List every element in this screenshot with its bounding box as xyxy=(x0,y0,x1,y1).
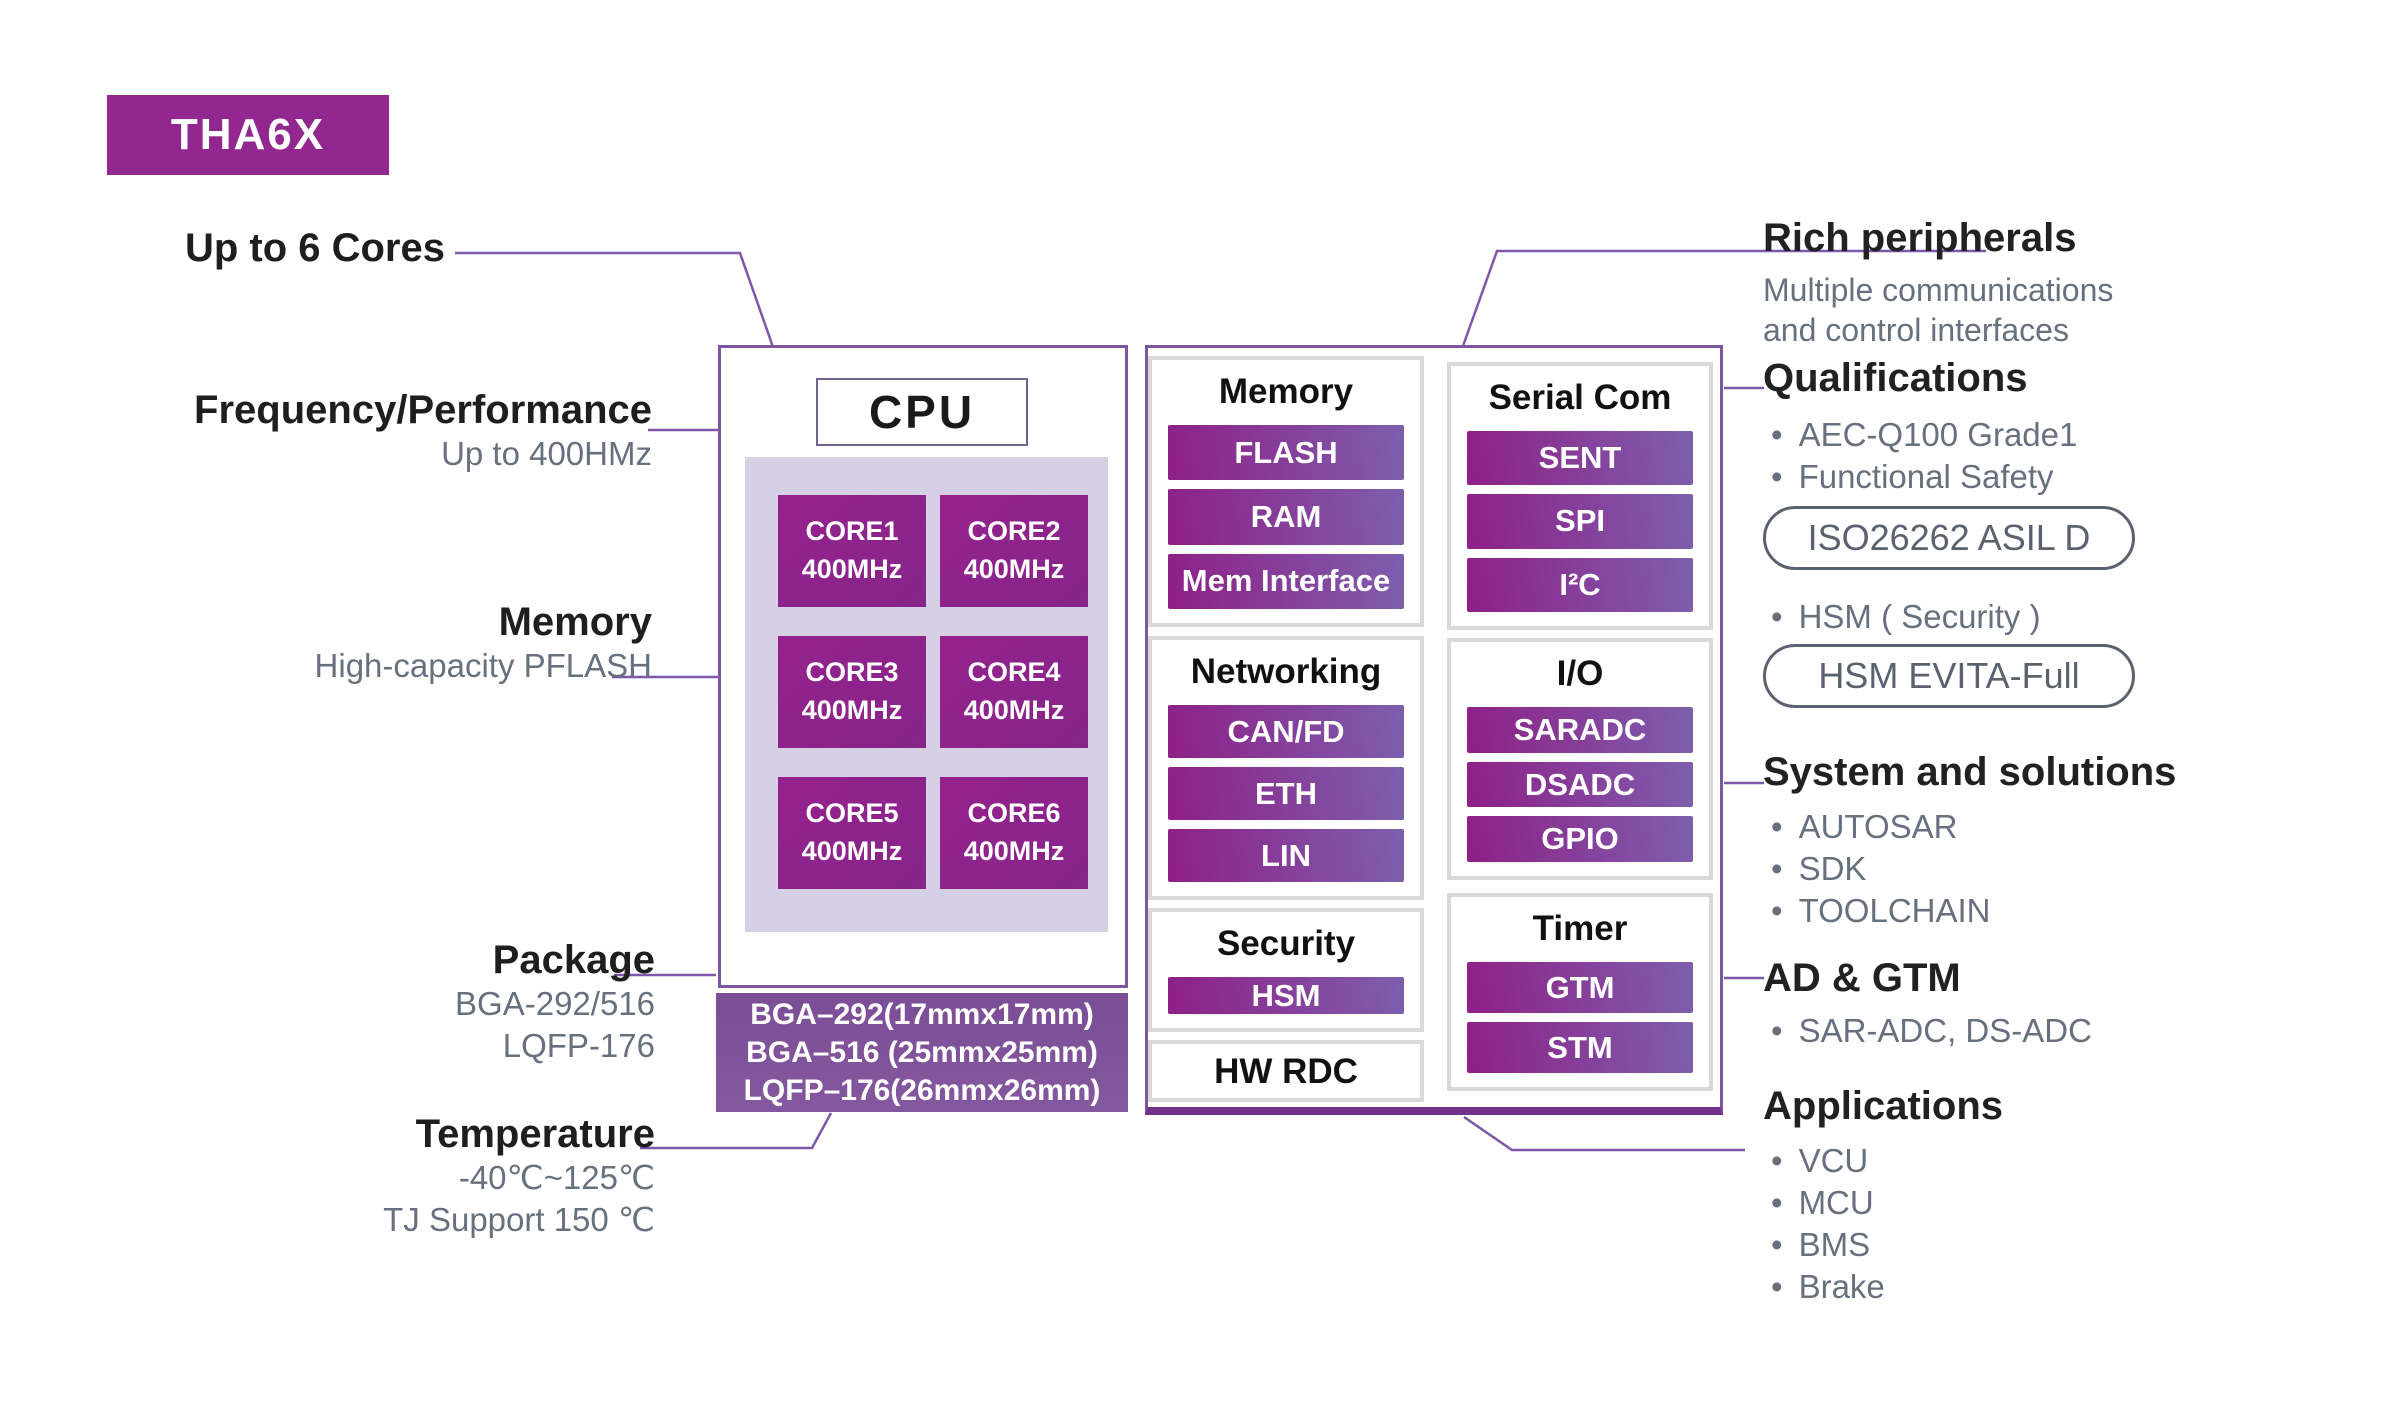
system-item: AUTOSAR xyxy=(1763,806,2176,848)
core6-name: CORE6 xyxy=(967,798,1061,829)
spi-pill: SPI xyxy=(1467,494,1693,549)
core4-name: CORE4 xyxy=(967,657,1061,688)
i2c-pill: I²C xyxy=(1467,557,1693,612)
memory-card: Memory FLASH RAM Mem Interface xyxy=(1148,356,1424,627)
label-temperature: Temperature -40℃~125℃ TJ Support 150 ℃ xyxy=(383,1112,655,1241)
hw-rdc-card: HW RDC xyxy=(1148,1040,1424,1102)
dsadc-pill: DSADC xyxy=(1467,761,1693,808)
connector-cores xyxy=(455,251,775,348)
security-card-title: Security xyxy=(1216,924,1356,963)
package-line-1: BGA–292(17mmx17mm) xyxy=(750,997,1094,1031)
package-label-title: Package xyxy=(492,938,655,982)
label-package: Package BGA-292/516 LQFP-176 xyxy=(455,938,655,1067)
hw-rdc-card-title: HW RDC xyxy=(1214,1051,1358,1091)
cores-label-title: Up to 6 Cores xyxy=(184,226,445,270)
section-rich-peripherals: Rich peripherals Multiple communications… xyxy=(1763,216,2113,350)
serial-com-card-title: Serial Com xyxy=(1488,378,1672,417)
ad-gtm-title: AD & GTM xyxy=(1763,956,1961,1000)
section-qualifications: Qualifications AEC-Q100 Grade1 Functiona… xyxy=(1763,356,2135,708)
rich-peripherals-desc1: Multiple communications xyxy=(1763,272,2114,308)
core5-name: CORE5 xyxy=(805,798,899,829)
core2-freq: 400MHz xyxy=(963,554,1065,584)
flash-pill: FLASH xyxy=(1168,425,1404,481)
temperature-label-sub2: TJ Support 150 ℃ xyxy=(383,1200,655,1238)
package-line-2: BGA–516 (25mmx25mm) xyxy=(746,1035,1098,1069)
package-options-box: BGA–292(17mmx17mm) BGA–516 (25mmx25mm) L… xyxy=(716,993,1128,1112)
core2-name: CORE2 xyxy=(967,516,1061,547)
memory-label-title: Memory xyxy=(498,600,652,644)
qualification-item: AEC-Q100 Grade1 xyxy=(1763,414,2135,456)
connector-applications xyxy=(1463,1115,1745,1152)
ram-pill: RAM xyxy=(1168,489,1404,545)
iso26262-pill: ISO26262 ASIL D xyxy=(1763,506,2135,570)
eth-pill: ETH xyxy=(1168,767,1404,820)
system-item: SDK xyxy=(1763,848,2176,890)
section-ad-gtm: AD & GTM SAR-ADC, DS-ADC xyxy=(1763,956,2092,1052)
mem-interface-pill: Mem Interface xyxy=(1168,553,1404,609)
applications-title: Applications xyxy=(1763,1084,2004,1128)
serial-com-card: Serial Com SENT SPI I²C xyxy=(1447,362,1713,630)
rich-peripherals-desc2: and control interfaces xyxy=(1763,312,2069,348)
core1-name: CORE1 xyxy=(805,516,899,547)
connector-temperature xyxy=(640,1112,833,1150)
qualification-item: HSM ( Security ) xyxy=(1763,596,2135,638)
core4-block: CORE4 400MHz xyxy=(940,636,1088,748)
system-item: TOOLCHAIN xyxy=(1763,890,2176,932)
cpu-title: CPU xyxy=(816,378,1028,446)
label-frequency-performance: Frequency/Performance Up to 400HMz xyxy=(194,388,652,475)
core5-freq: 400MHz xyxy=(801,836,903,866)
core6-block: CORE6 400MHz xyxy=(940,777,1088,889)
core3-freq: 400MHz xyxy=(801,695,903,725)
cpu-core-grid: CORE1 400MHz CORE2 400MHz CORE3 400MHz C… xyxy=(745,457,1108,932)
io-card-title: I/O xyxy=(1556,654,1604,693)
qualifications-title: Qualifications xyxy=(1763,356,2028,400)
io-card: I/O SARADC DSADC GPIO xyxy=(1447,638,1713,880)
frequency-label-sub: Up to 400HMz xyxy=(441,434,652,472)
sent-pill: SENT xyxy=(1467,431,1693,486)
package-label-sub1: BGA-292/516 xyxy=(455,984,655,1022)
section-system-solutions: System and solutions AUTOSAR SDK TOOLCHA… xyxy=(1763,750,2176,932)
core4-freq: 400MHz xyxy=(963,695,1065,725)
core1-block: CORE1 400MHz xyxy=(778,495,926,607)
temperature-label-sub1: -40℃~125℃ xyxy=(458,1158,655,1196)
lin-pill: LIN xyxy=(1168,829,1404,882)
core3-block: CORE3 400MHz xyxy=(778,636,926,748)
saradc-pill: SARADC xyxy=(1467,707,1693,753)
package-line-3: LQFP–176(26mmx26mm) xyxy=(743,1073,1101,1107)
package-label-sub2: LQFP-176 xyxy=(502,1026,655,1064)
label-up-to-6-cores: Up to 6 Cores xyxy=(185,226,445,271)
core3-name: CORE3 xyxy=(805,657,899,688)
core1-freq: 400MHz xyxy=(801,554,903,584)
can-fd-pill: CAN/FD xyxy=(1168,705,1404,758)
core5-block: CORE5 400MHz xyxy=(778,777,926,889)
section-applications: Applications VCU MCU BMS Brake xyxy=(1763,1084,2003,1308)
core2-block: CORE2 400MHz xyxy=(940,495,1088,607)
frequency-label-title: Frequency/Performance xyxy=(194,388,652,432)
core6-freq: 400MHz xyxy=(963,836,1065,866)
security-card: Security HSM xyxy=(1148,908,1424,1032)
ad-gtm-item: SAR-ADC, DS-ADC xyxy=(1763,1010,2092,1052)
gpio-pill: GPIO xyxy=(1467,816,1693,863)
label-memory: Memory High-capacity PFLASH xyxy=(315,600,652,687)
memory-label-sub: High-capacity PFLASH xyxy=(314,646,652,684)
hsm-evita-pill: HSM EVITA-Full xyxy=(1763,644,2135,708)
networking-card-title: Networking xyxy=(1190,652,1382,691)
application-item: BMS xyxy=(1763,1224,2003,1266)
application-item: Brake xyxy=(1763,1266,2003,1308)
application-item: MCU xyxy=(1763,1182,2003,1224)
timer-card: Timer GTM STM xyxy=(1447,893,1713,1091)
hsm-pill: HSM xyxy=(1168,977,1404,1014)
qualification-item: Functional Safety xyxy=(1763,456,2135,498)
memory-card-title: Memory xyxy=(1218,372,1354,411)
timer-card-title: Timer xyxy=(1532,909,1628,948)
application-item: VCU xyxy=(1763,1140,2003,1182)
stm-pill: STM xyxy=(1467,1022,1693,1073)
temperature-label-title: Temperature xyxy=(415,1112,655,1156)
system-solutions-title: System and solutions xyxy=(1763,750,2177,794)
gtm-pill: GTM xyxy=(1467,962,1693,1013)
product-badge: THA6X xyxy=(107,95,389,175)
rich-peripherals-title: Rich peripherals xyxy=(1763,216,2077,260)
networking-card: Networking CAN/FD ETH LIN xyxy=(1148,636,1424,900)
